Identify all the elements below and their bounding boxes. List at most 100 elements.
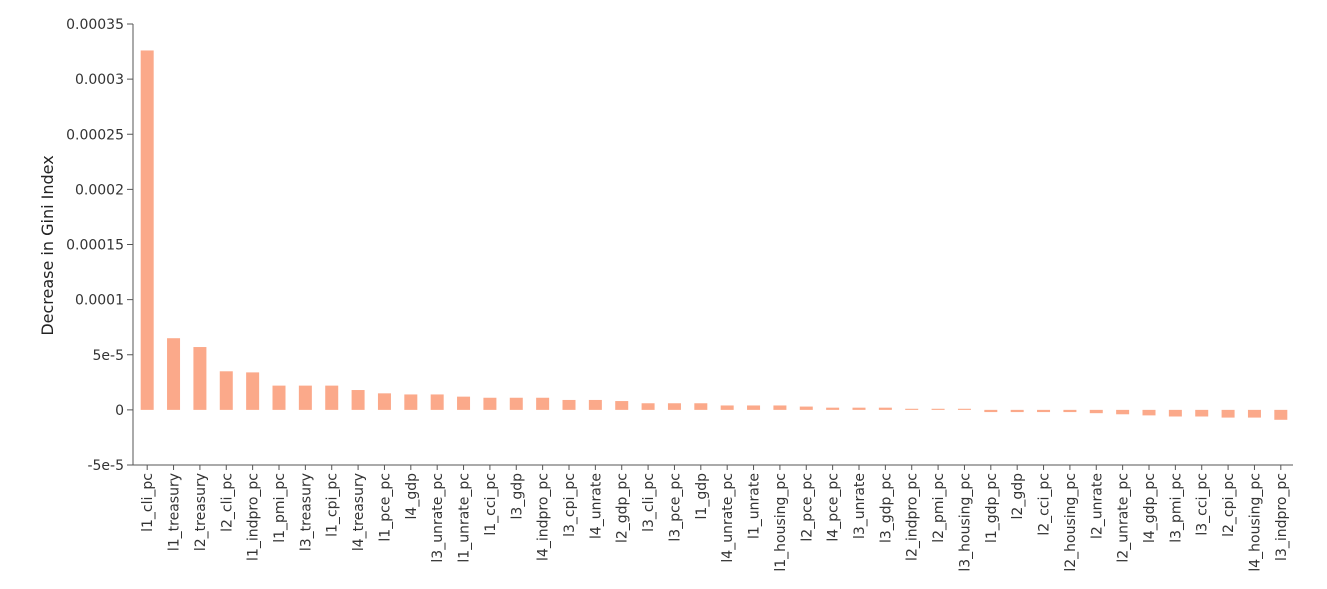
bar bbox=[747, 405, 761, 410]
bar bbox=[878, 407, 892, 410]
bar bbox=[1010, 409, 1024, 413]
x-category-label: l3_gdp bbox=[509, 473, 525, 520]
bar bbox=[799, 406, 813, 410]
bar bbox=[167, 338, 181, 410]
x-category-label: l3_pce_pc bbox=[667, 473, 683, 542]
bar bbox=[931, 408, 945, 410]
bar bbox=[852, 407, 866, 410]
bar bbox=[773, 405, 787, 410]
bar bbox=[430, 394, 444, 410]
x-category-label: l2_unrate_pc bbox=[1116, 473, 1132, 563]
bar bbox=[1247, 409, 1261, 418]
bar bbox=[509, 397, 523, 410]
x-category-label: l3_unrate_pc bbox=[430, 473, 446, 563]
y-axis-ticks: -5e-5 0 5e-5 0.0001 0.00015 0.0002 0.00025 0.00… bbox=[66, 17, 133, 474]
x-category-label: l1_unrate bbox=[747, 473, 763, 539]
bar bbox=[957, 408, 971, 410]
x-category-label: l1_pmi_pc bbox=[272, 473, 288, 543]
x-category-label: l4_gdp bbox=[404, 473, 420, 520]
x-category-label: l2_pce_pc bbox=[799, 473, 815, 542]
bar bbox=[1195, 409, 1209, 417]
x-category-label: l2_treasury bbox=[193, 473, 209, 551]
bar bbox=[694, 403, 708, 410]
x-category-label: l2_housing_pc bbox=[1063, 473, 1079, 572]
x-axis-labels: l1_cli_pc l1_treasury l2_treasury l2_cli_pc… bbox=[140, 465, 1290, 572]
x-category-label: l1_gdp_pc bbox=[984, 473, 1000, 543]
x-category-label: l2_unrate bbox=[1089, 473, 1105, 539]
x-category-label: l1_cci_pc bbox=[483, 473, 499, 536]
x-category-label: l1_housing_pc bbox=[773, 473, 789, 572]
bar bbox=[325, 385, 339, 410]
x-category-label: l3_cpi_pc bbox=[562, 473, 578, 537]
x-category-label: l1_treasury bbox=[167, 473, 183, 551]
x-category-label: l1_unrate_pc bbox=[457, 473, 473, 563]
bar bbox=[351, 390, 365, 410]
bar bbox=[140, 50, 154, 410]
x-category-label: l3_treasury bbox=[298, 473, 314, 551]
bar bbox=[1221, 409, 1235, 418]
bar bbox=[720, 405, 734, 410]
x-category-label: l1_gdp bbox=[694, 473, 710, 520]
bar bbox=[1089, 409, 1103, 414]
bar bbox=[1063, 409, 1077, 413]
bar bbox=[457, 396, 471, 410]
bar bbox=[1168, 409, 1182, 417]
x-category-label: l4_unrate bbox=[588, 473, 604, 539]
bar bbox=[1274, 409, 1288, 420]
bar bbox=[562, 399, 576, 410]
x-category-label: l2_cpi_pc bbox=[1221, 473, 1237, 537]
y-tick-label: 0 bbox=[115, 403, 124, 419]
x-category-label: l1_cli_pc bbox=[140, 473, 156, 532]
x-category-label: l4_pce_pc bbox=[826, 473, 842, 542]
bar bbox=[1116, 409, 1130, 415]
bar bbox=[905, 408, 919, 410]
bar bbox=[588, 399, 602, 410]
y-tick-label: 0.0001 bbox=[75, 293, 124, 309]
y-tick-label: 0.0003 bbox=[75, 72, 124, 88]
bar bbox=[193, 347, 207, 410]
bar bbox=[536, 397, 550, 410]
bars-group bbox=[140, 50, 1288, 420]
x-category-label: l4_treasury bbox=[351, 473, 367, 551]
y-axis-title: Decrease in Gini Index bbox=[38, 155, 57, 335]
bar bbox=[615, 401, 629, 410]
x-category-label: l3_gdp_pc bbox=[878, 473, 894, 543]
bar bbox=[483, 397, 497, 410]
x-category-label: l3_unrate bbox=[852, 473, 868, 539]
y-tick-label: 0.00025 bbox=[66, 127, 124, 143]
x-category-label: l1_pce_pc bbox=[377, 473, 393, 542]
x-category-label: l2_gdp bbox=[1010, 473, 1026, 520]
x-category-label: l2_cci_pc bbox=[1037, 473, 1053, 536]
bar bbox=[377, 393, 391, 410]
y-tick-label: 0.0002 bbox=[75, 182, 124, 198]
bar bbox=[667, 403, 681, 410]
x-category-label: l3_indpro_pc bbox=[1274, 473, 1290, 561]
y-tick-label: 0.00035 bbox=[66, 17, 124, 33]
bar bbox=[298, 385, 312, 410]
bar bbox=[1142, 409, 1156, 416]
bar bbox=[1037, 409, 1051, 413]
x-category-label: l1_cpi_pc bbox=[325, 473, 341, 537]
x-category-label: l1_indpro_pc bbox=[246, 473, 262, 561]
y-tick-label: 5e-5 bbox=[93, 348, 124, 364]
x-category-label: l4_unrate_pc bbox=[720, 473, 736, 563]
x-category-label: l3_housing_pc bbox=[957, 473, 973, 572]
x-category-label: l4_gdp_pc bbox=[1142, 473, 1158, 543]
bar bbox=[246, 372, 260, 410]
x-category-label: l2_cli_pc bbox=[219, 473, 235, 532]
x-category-label: l3_cli_pc bbox=[641, 473, 657, 532]
bar bbox=[641, 403, 655, 410]
bar bbox=[826, 407, 840, 410]
bar bbox=[984, 409, 998, 413]
y-tick-label: -5e-5 bbox=[87, 458, 124, 474]
bar bbox=[272, 385, 286, 410]
bar bbox=[219, 371, 233, 410]
x-category-label: l4_housing_pc bbox=[1247, 473, 1263, 572]
x-category-label: l4_indpro_pc bbox=[536, 473, 552, 561]
x-category-label: l3_cci_pc bbox=[1195, 473, 1211, 536]
x-category-label: l2_indpro_pc bbox=[905, 473, 921, 561]
bar bbox=[404, 394, 418, 410]
x-category-label: l2_pmi_pc bbox=[931, 473, 947, 543]
x-category-label: l2_gdp_pc bbox=[615, 473, 631, 543]
